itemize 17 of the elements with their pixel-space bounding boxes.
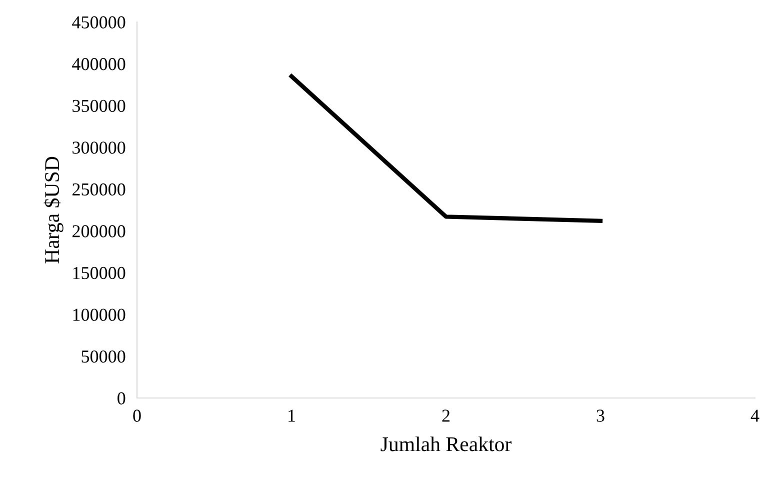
y-tick-label: 350000 bbox=[72, 100, 126, 112]
y-tick-label: 450000 bbox=[72, 16, 126, 28]
x-tick-label: 3 bbox=[596, 410, 604, 422]
y-tick-label: 150000 bbox=[73, 266, 126, 280]
y-tick-label: 250000 bbox=[72, 183, 126, 196]
y-tick-label: 50000 bbox=[82, 350, 126, 363]
x-tick-label: 0 bbox=[133, 410, 141, 422]
x-tick-label: 2 bbox=[442, 410, 450, 422]
x-axis-title: Jumlah Reaktor bbox=[380, 436, 512, 452]
y-tick-label: 0 bbox=[118, 392, 126, 404]
x-tick-label: 1 bbox=[288, 410, 295, 422]
y-axis-title: Harga $USD bbox=[44, 156, 64, 264]
y-tick-label: 300000 bbox=[72, 142, 126, 154]
y-tick-label: 400000 bbox=[72, 58, 126, 70]
x-tick-label: 4 bbox=[750, 410, 760, 422]
y-tick-label: 100000 bbox=[73, 308, 126, 321]
y-tick-label: 200000 bbox=[72, 225, 126, 238]
